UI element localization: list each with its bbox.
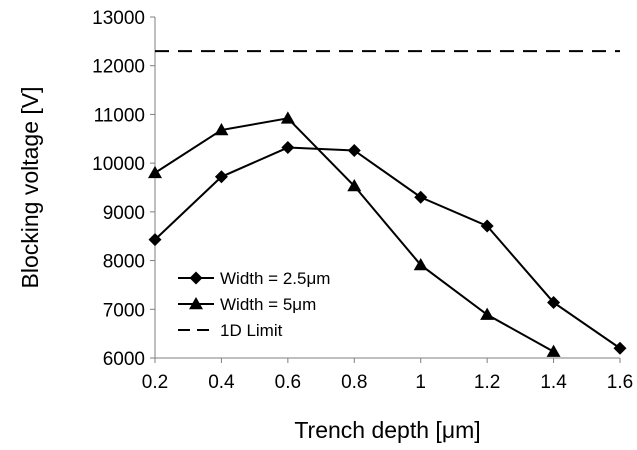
- legend-label: Width = 5μm: [220, 295, 316, 314]
- data-point: [413, 257, 428, 271]
- y-tick-label: 9000: [103, 203, 145, 224]
- legend: Width = 2.5μm Width = 5μm 1D Limit: [178, 269, 330, 340]
- y-tick-label: 13000: [92, 8, 145, 29]
- x-tick-label: 1: [415, 372, 426, 393]
- legend-marker: [189, 271, 203, 285]
- legend-marker: [189, 297, 203, 310]
- x-tick-label: 1.6: [607, 372, 633, 393]
- y-tick-label: 8000: [103, 252, 145, 273]
- data-point: [148, 233, 162, 247]
- data-point: [414, 190, 428, 204]
- y-axis-ticks: 6000 7000 8000 9000 10000 11000 12000 13000: [92, 8, 155, 370]
- legend-label: Width = 2.5μm: [220, 269, 330, 288]
- x-tick-label: 0.8: [341, 372, 367, 393]
- legend-item: Width = 5μm: [178, 295, 316, 314]
- y-tick-label: 10000: [92, 154, 145, 175]
- y-axis-title: Blocking voltage [V]: [17, 86, 43, 288]
- y-tick-label: 7000: [103, 300, 145, 321]
- data-point: [148, 165, 162, 179]
- x-tick-label: 1.4: [540, 372, 567, 393]
- x-axis-title: Trench depth [μm]: [294, 417, 480, 443]
- data-point: [613, 341, 627, 355]
- data-point: [480, 307, 495, 320]
- x-axis-ticks: 0.2 0.4 0.6 0.8 1 1.2 1.4 1.6: [142, 358, 633, 393]
- x-tick-label: 0.2: [142, 372, 168, 393]
- x-tick-label: 0.6: [275, 372, 301, 393]
- data-point: [281, 141, 295, 155]
- series-1: [148, 111, 561, 357]
- data-point: [214, 123, 229, 136]
- legend-item: 1D Limit: [178, 321, 283, 340]
- data-point: [546, 344, 561, 357]
- data-point: [347, 179, 362, 192]
- series-line: [154, 146, 621, 350]
- y-tick-label: 6000: [103, 349, 145, 370]
- plot-area: [154, 17, 620, 359]
- data-point: [480, 219, 494, 233]
- series-layer: [148, 50, 627, 357]
- y-tick-label: 11000: [94, 105, 145, 126]
- data-point: [347, 143, 361, 157]
- x-tick-label: 1.2: [474, 372, 500, 393]
- data-point: [547, 295, 561, 309]
- x-tick-label: 0.4: [208, 372, 235, 393]
- series-0: [148, 141, 627, 355]
- y-tick-label: 12000: [92, 57, 145, 78]
- data-point: [214, 170, 228, 184]
- data-point: [280, 111, 295, 124]
- legend-item: Width = 2.5μm: [178, 269, 330, 288]
- legend-label: 1D Limit: [220, 321, 283, 340]
